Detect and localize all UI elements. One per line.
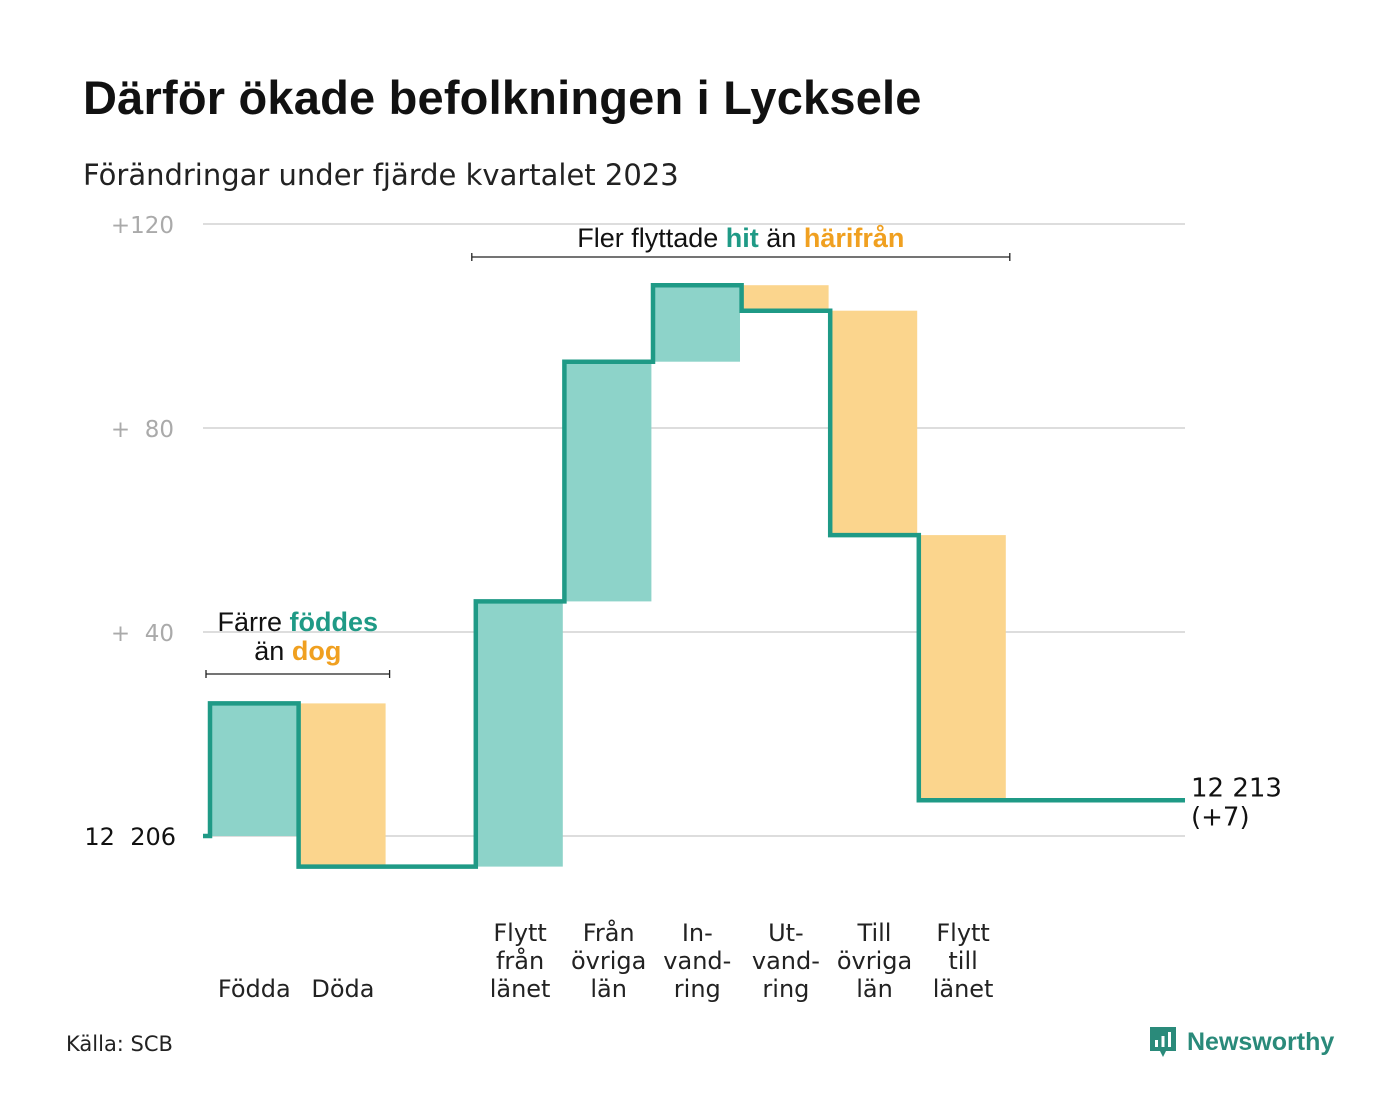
decrease-bar [298, 703, 386, 867]
category-label: In-vand-ring [663, 919, 731, 1003]
annotation-migration-line1: Fler flyttade hit än härifrån [577, 223, 904, 253]
source-note: Källa: SCB [66, 1032, 173, 1056]
end-change-label: (+7) [1191, 802, 1250, 832]
category-label: Till övriga län [837, 919, 912, 1003]
end-value-label: 12 213 [1191, 773, 1282, 803]
annotation-births-deaths-line2: än dog [254, 636, 341, 666]
decrease-bar [741, 285, 829, 311]
decrease-bar [830, 310, 918, 536]
newsworthy-logo-icon [1150, 1027, 1176, 1057]
brand-logo[interactable]: Newsworthy [1147, 1024, 1334, 1060]
decrease-bar [918, 535, 1006, 801]
increase-bar [475, 601, 563, 867]
brand-name: Newsworthy [1187, 1027, 1335, 1056]
category-label: Flytt till länet [933, 919, 994, 1003]
start-value-label: 12 206 [84, 823, 176, 851]
category-label: Flytt från länet [490, 919, 551, 1003]
increase-bar [653, 285, 740, 362]
page-title: Därför ökade befolkningen i Lycksele [83, 71, 922, 124]
increase-bar [210, 703, 297, 836]
cumulative-step-line [203, 282, 1185, 869]
category-label: Födda [218, 975, 291, 1003]
category-label: Från övriga län [571, 918, 646, 1003]
increase-bar [564, 361, 652, 602]
category-label: Ut-vand-ring [752, 919, 820, 1003]
page-subtitle: Förändringar under fjärde kvartalet 2023 [83, 158, 679, 192]
y-tick-label: + 40 [111, 621, 174, 647]
y-tick-label: + 80 [111, 417, 174, 443]
annotation-births-deaths-line1: Färre föddes [218, 607, 379, 637]
category-label: Döda [311, 975, 374, 1003]
y-tick-label: +120 [111, 213, 174, 239]
